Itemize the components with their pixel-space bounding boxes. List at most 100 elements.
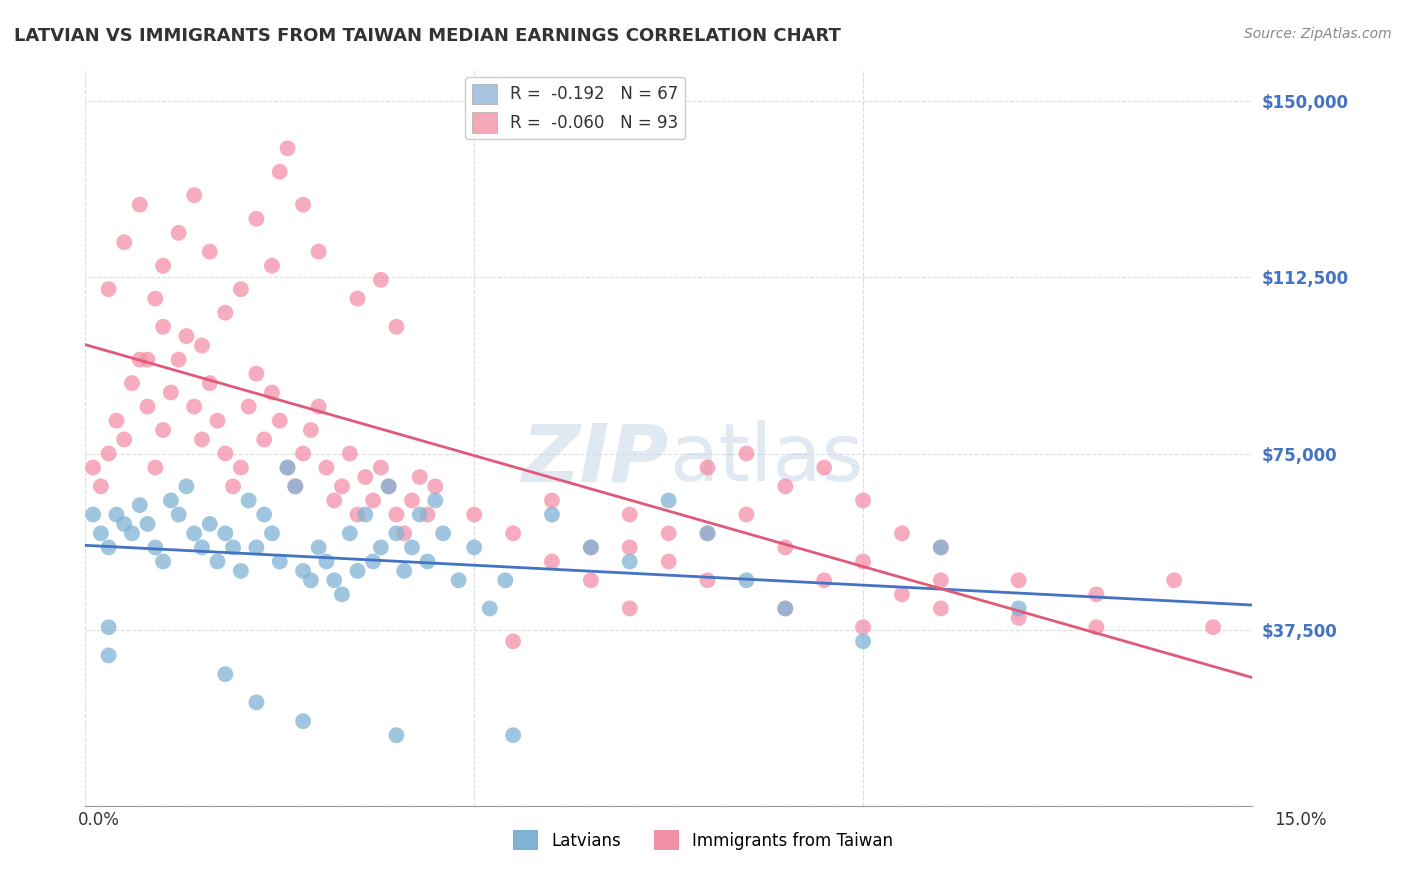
Point: [1007, 601, 1029, 615]
Text: ZIP: ZIP: [522, 420, 669, 499]
Point: [502, 728, 524, 742]
Point: [276, 460, 298, 475]
Point: [478, 601, 501, 615]
Point: [121, 376, 143, 390]
Point: [775, 541, 797, 555]
Point: [284, 479, 307, 493]
Point: [121, 526, 143, 541]
Point: [112, 433, 135, 447]
Point: [253, 508, 276, 522]
Point: [346, 508, 368, 522]
Point: [696, 526, 718, 541]
Point: [299, 423, 322, 437]
Point: [214, 526, 236, 541]
Point: [284, 479, 307, 493]
Point: [447, 574, 470, 588]
Point: [1085, 587, 1108, 601]
Point: [463, 541, 485, 555]
Point: [308, 541, 330, 555]
Point: [619, 601, 641, 615]
Point: [619, 508, 641, 522]
Point: [354, 508, 377, 522]
Point: [658, 526, 681, 541]
Point: [97, 648, 120, 663]
Point: [214, 446, 236, 460]
Point: [696, 460, 718, 475]
Point: [619, 541, 641, 555]
Point: [253, 433, 276, 447]
Point: [167, 508, 190, 522]
Point: [229, 282, 252, 296]
Point: [502, 526, 524, 541]
Legend: Latvians, Immigrants from Taiwan: Latvians, Immigrants from Taiwan: [506, 823, 900, 857]
Point: [502, 634, 524, 648]
Point: [176, 329, 198, 343]
Point: [308, 400, 330, 414]
Point: [260, 385, 283, 400]
Point: [97, 620, 120, 634]
Point: [929, 601, 952, 615]
Point: [346, 292, 368, 306]
Point: [143, 541, 166, 555]
Point: [579, 541, 602, 555]
Point: [541, 508, 564, 522]
Point: [330, 587, 353, 601]
Point: [346, 564, 368, 578]
Text: atlas: atlas: [669, 420, 863, 499]
Point: [494, 574, 516, 588]
Point: [658, 554, 681, 568]
Point: [238, 493, 260, 508]
Point: [409, 508, 432, 522]
Point: [152, 554, 174, 568]
Point: [579, 574, 602, 588]
Point: [82, 508, 104, 522]
Point: [354, 470, 377, 484]
Point: [269, 414, 291, 428]
Point: [852, 634, 875, 648]
Point: [315, 554, 337, 568]
Point: [416, 508, 439, 522]
Point: [112, 235, 135, 250]
Point: [852, 493, 875, 508]
Point: [112, 516, 135, 531]
Point: [929, 541, 952, 555]
Point: [292, 446, 315, 460]
Point: [152, 259, 174, 273]
Point: [90, 479, 112, 493]
Point: [245, 695, 267, 709]
Point: [361, 493, 384, 508]
Point: [207, 414, 229, 428]
Point: [1202, 620, 1225, 634]
Point: [183, 400, 205, 414]
Text: Source: ZipAtlas.com: Source: ZipAtlas.com: [1244, 27, 1392, 41]
Point: [245, 541, 267, 555]
Point: [579, 541, 602, 555]
Point: [229, 564, 252, 578]
Point: [385, 526, 408, 541]
Point: [425, 493, 447, 508]
Point: [775, 601, 797, 615]
Point: [432, 526, 454, 541]
Point: [276, 141, 298, 155]
Point: [152, 423, 174, 437]
Point: [198, 244, 221, 259]
Point: [852, 620, 875, 634]
Point: [160, 493, 183, 508]
Point: [330, 479, 353, 493]
Point: [323, 574, 346, 588]
Point: [315, 460, 337, 475]
Point: [775, 601, 797, 615]
Point: [735, 446, 758, 460]
Point: [696, 574, 718, 588]
Point: [339, 526, 361, 541]
Point: [401, 541, 423, 555]
Point: [183, 188, 205, 202]
Point: [696, 526, 718, 541]
Point: [214, 306, 236, 320]
Point: [308, 244, 330, 259]
Point: [323, 493, 346, 508]
Point: [339, 446, 361, 460]
Point: [361, 554, 384, 568]
Point: [541, 493, 564, 508]
Point: [377, 479, 399, 493]
